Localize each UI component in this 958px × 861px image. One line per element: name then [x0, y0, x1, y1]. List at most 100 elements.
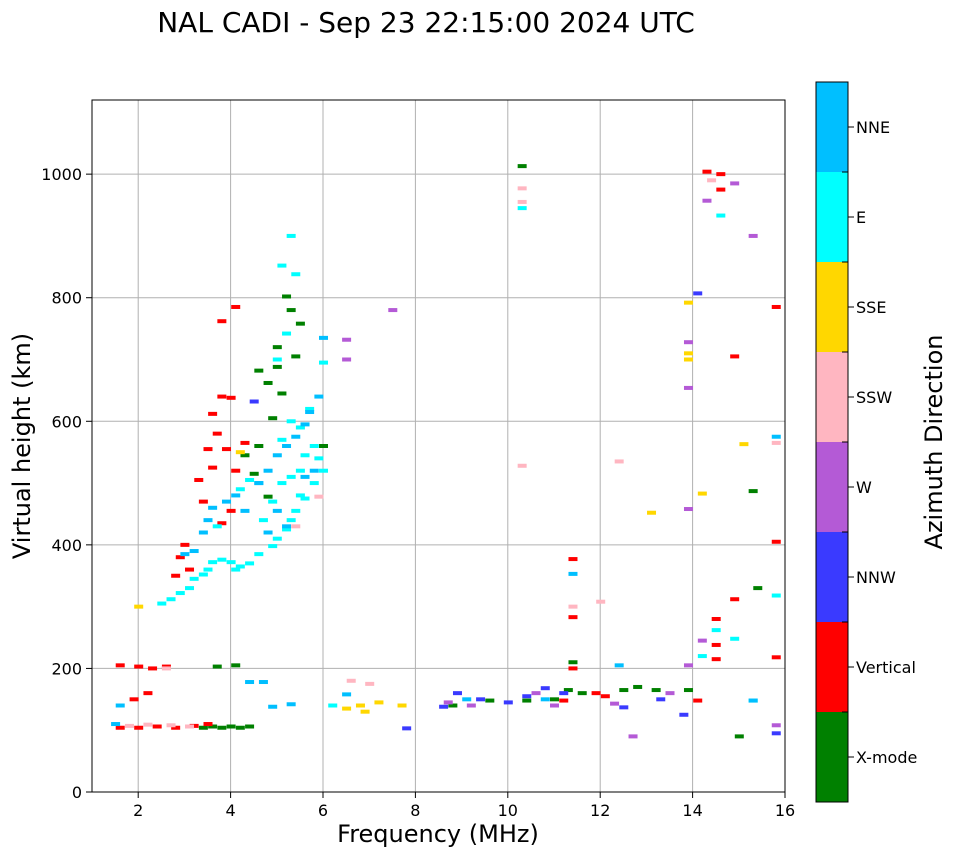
echo-point-vertical — [198, 499, 208, 504]
echo-point-e — [189, 576, 199, 581]
echo-point-sse — [683, 357, 693, 362]
echo-point-nnw — [402, 726, 412, 731]
echo-point-x-mode — [517, 164, 527, 169]
echo-point-nne — [614, 663, 624, 668]
echo-point-vertical — [212, 431, 222, 436]
echo-point-e — [771, 593, 781, 598]
echo-point-ssw — [291, 524, 301, 529]
echo-point-x-mode — [245, 724, 255, 729]
echo-point-vertical — [568, 615, 578, 620]
echo-point-sse — [739, 442, 749, 447]
echo-point-x-mode — [277, 391, 287, 396]
echo-point-vertical — [221, 447, 231, 452]
echo-point-ssw — [596, 599, 606, 604]
echo-point-nne — [263, 530, 273, 535]
echo-point-e — [231, 567, 241, 572]
echo-point-e — [277, 481, 287, 486]
echo-point-sse — [397, 703, 407, 708]
y-tick-label: 1000 — [41, 165, 82, 184]
y-axis-ticks: 0 200 400 600 800 1000 — [41, 165, 92, 802]
echo-point-e — [245, 561, 255, 566]
echo-point-e — [277, 263, 287, 268]
colorbar-swatch-e — [816, 172, 848, 262]
echo-point-e — [272, 536, 282, 541]
echo-point-e — [268, 544, 278, 549]
x-tick-label: 10 — [498, 801, 518, 820]
echo-point-x-mode — [568, 660, 578, 665]
echo-point-w — [388, 308, 398, 313]
echo-point-x-mode — [291, 354, 301, 359]
echo-point-nne — [240, 508, 250, 513]
echo-point-nne — [282, 444, 292, 448]
colorbar-label-ssw: SSW — [856, 388, 892, 407]
echo-point-vertical — [115, 725, 125, 730]
echo-point-nne — [245, 680, 255, 685]
echo-point-sse — [235, 450, 245, 455]
colorbar-swatch-nne — [816, 82, 848, 172]
echo-point-nne — [254, 481, 264, 486]
echo-point-x-mode — [240, 453, 250, 458]
echo-point-x-mode — [208, 724, 218, 729]
echo-point-x-mode — [753, 586, 763, 591]
echo-point-vertical — [203, 447, 213, 452]
colorbar-swatch-nnw — [816, 532, 848, 622]
echo-point-e — [517, 206, 527, 211]
echo-point-e — [286, 474, 296, 479]
echo-point-w — [628, 734, 638, 739]
x-tick-label: 6 — [318, 801, 328, 820]
echo-point-w — [697, 638, 707, 643]
echo-point-ssw — [771, 440, 781, 445]
echo-point-vertical — [143, 691, 153, 696]
echo-point-vertical — [716, 172, 726, 177]
echo-point-e — [282, 331, 292, 336]
echo-point-nnw — [249, 399, 259, 404]
echo-point-vertical — [217, 521, 227, 526]
echo-point-ssw — [707, 178, 717, 183]
colorbar-swatch-x-mode — [816, 712, 848, 802]
echo-point-vertical — [148, 666, 158, 671]
echo-point-x-mode — [734, 734, 744, 739]
echo-point-vertical — [203, 722, 213, 727]
echo-point-e — [245, 477, 255, 482]
echo-point-vertical — [600, 694, 610, 699]
echo-point-x-mode — [748, 489, 758, 494]
colorbar-label-nnw: NNW — [856, 568, 896, 587]
echo-point-nnw — [619, 705, 629, 710]
echo-point-vertical — [716, 187, 726, 192]
echo-point-nne — [568, 571, 578, 576]
echo-point-e — [166, 597, 176, 602]
echo-point-e — [226, 560, 236, 565]
echo-point-x-mode — [295, 321, 305, 326]
echo-point-w — [342, 357, 352, 362]
x-axis-ticks: 2 4 6 8 10 12 14 16 — [133, 792, 795, 820]
echo-point-sse — [355, 703, 365, 708]
echo-point-x-mode — [633, 684, 643, 689]
echo-point-vertical — [180, 542, 190, 547]
echo-point-w — [443, 700, 453, 705]
echo-point-vertical — [711, 642, 721, 647]
echo-point-e — [697, 654, 707, 659]
echo-point-sse — [683, 351, 693, 356]
echo-point-vertical — [208, 411, 218, 416]
y-axis-label: Virtual height (km) — [8, 333, 36, 559]
echo-point-nne — [300, 474, 310, 479]
echo-point-e — [319, 468, 328, 473]
echo-point-x-mode — [263, 494, 273, 499]
echo-point-e — [157, 601, 167, 606]
echo-point-x-mode — [263, 380, 273, 385]
echo-point-w — [730, 181, 740, 186]
echo-point-e — [711, 628, 721, 633]
echo-point-ssw — [166, 723, 176, 728]
echo-point-x-mode — [217, 725, 227, 730]
echo-point-nne — [771, 434, 781, 439]
echo-point-vertical — [693, 698, 703, 703]
echo-point-x-mode — [212, 664, 222, 669]
echo-point-nnw — [439, 704, 449, 709]
echo-point-x-mode — [231, 663, 241, 668]
echo-point-nnw — [452, 691, 462, 696]
echo-point-nne — [268, 704, 278, 709]
colorbar-swatch-sse — [816, 262, 848, 352]
echo-point-ssw — [143, 722, 153, 727]
azimuth-colorbar: X-mode Vertical NNW W SSW SSE E NNE — [815, 81, 917, 803]
echo-point-vertical — [568, 666, 578, 671]
